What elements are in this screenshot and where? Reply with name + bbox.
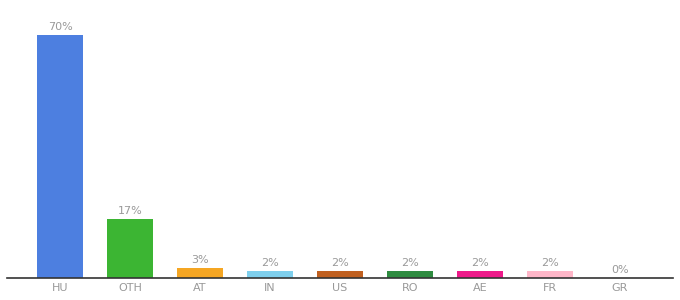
Text: 2%: 2%	[541, 259, 559, 269]
Text: 3%: 3%	[191, 255, 209, 265]
Text: 70%: 70%	[48, 22, 72, 32]
Text: 0%: 0%	[611, 266, 629, 275]
Text: 2%: 2%	[331, 259, 349, 269]
Bar	[457, 271, 503, 278]
Bar	[37, 35, 83, 278]
Text: 17%: 17%	[118, 206, 142, 216]
Text: 2%: 2%	[401, 259, 419, 269]
Bar	[387, 271, 432, 278]
Text: 2%: 2%	[261, 259, 279, 269]
Bar	[527, 271, 573, 278]
Bar	[318, 271, 362, 278]
Bar	[248, 271, 293, 278]
Text: 2%: 2%	[471, 259, 489, 269]
Bar	[177, 268, 223, 278]
Bar	[107, 219, 153, 278]
